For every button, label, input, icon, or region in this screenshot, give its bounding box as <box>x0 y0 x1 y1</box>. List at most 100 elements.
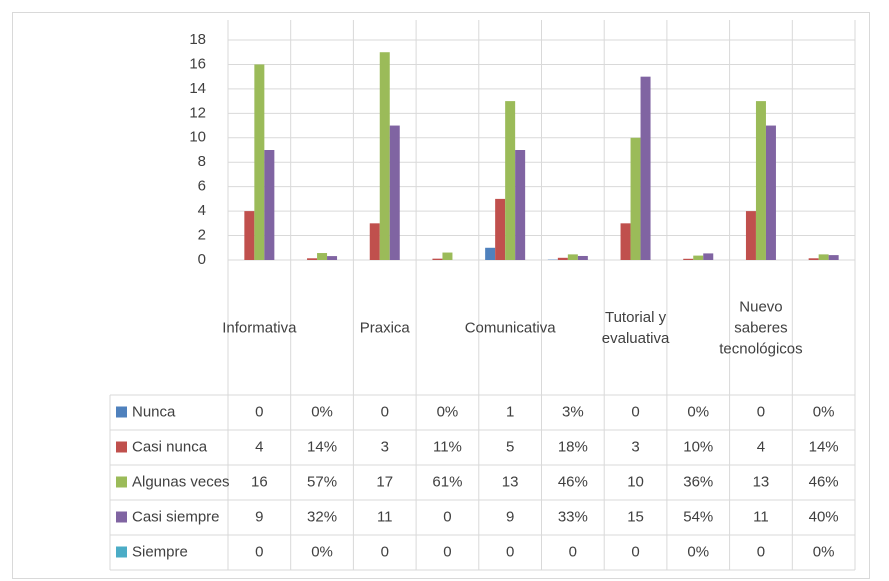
bar <box>640 76 651 261</box>
bar <box>244 211 255 260</box>
bar <box>703 253 714 260</box>
table-cell: 0% <box>687 403 709 420</box>
bar <box>495 198 506 260</box>
table-cell: 0 <box>443 543 451 560</box>
bar <box>693 255 704 260</box>
table-cell: 9 <box>255 508 263 525</box>
legend-key <box>116 476 127 488</box>
table-cell: 0% <box>687 543 709 560</box>
bar <box>828 255 839 260</box>
table-cell: 0% <box>813 543 835 560</box>
table-cell: 11% <box>433 438 462 455</box>
table-cell: 0% <box>311 543 333 560</box>
table-cell: 15 <box>627 508 644 525</box>
bar <box>264 150 275 260</box>
table-cell: 4 <box>255 438 263 455</box>
y-tick-label: 6 <box>198 178 206 195</box>
y-tick-label: 0 <box>198 251 206 268</box>
table-cell: 13 <box>502 473 519 490</box>
table-cell: 61% <box>432 473 462 490</box>
y-tick-label: 16 <box>189 55 206 72</box>
bar <box>379 52 390 260</box>
table-cell: 11 <box>377 508 393 525</box>
table-cell: 0 <box>255 403 263 420</box>
y-tick-label: 4 <box>198 202 206 219</box>
table-cell: 17 <box>376 473 393 490</box>
table-cell: 46% <box>809 473 839 490</box>
category-label: Tutorial y evaluativa <box>602 309 670 347</box>
y-tick-label: 8 <box>198 153 206 170</box>
bar <box>567 254 578 260</box>
table-cell: 0% <box>813 403 835 420</box>
bar <box>327 256 338 260</box>
table-cell: 0 <box>631 403 639 420</box>
legend-label: Algunas veces <box>132 473 230 490</box>
category-label: Informativa <box>222 319 297 336</box>
table-cell: 54% <box>683 508 713 525</box>
bar <box>432 258 443 260</box>
legend-key <box>116 511 127 523</box>
table-cell: 57% <box>307 473 337 490</box>
bar <box>755 101 766 260</box>
bar <box>307 258 318 260</box>
bar <box>630 137 641 260</box>
table-cell: 11 <box>753 508 769 525</box>
table-cell: 0 <box>506 543 514 560</box>
table-cell: 0% <box>437 403 459 420</box>
category-label: Comunicativa <box>465 319 557 336</box>
table-cell: 0 <box>631 543 639 560</box>
bar <box>515 150 526 260</box>
table-cell: 3% <box>562 403 584 420</box>
y-tick-label: 2 <box>198 227 206 244</box>
bar <box>765 125 776 260</box>
legend-key <box>116 441 127 453</box>
table-cell: 13 <box>753 473 770 490</box>
table-cell: 16 <box>251 473 268 490</box>
y-tick-label: 12 <box>189 104 206 121</box>
category-label: Praxica <box>360 319 411 336</box>
table-cell: 3 <box>631 438 639 455</box>
bar <box>485 247 496 260</box>
bar <box>442 252 453 260</box>
bar <box>317 253 328 260</box>
bar <box>254 64 265 260</box>
legend-label: Casi nunca <box>132 438 208 455</box>
table-cell: 4 <box>757 438 765 455</box>
table-cell: 0 <box>381 403 389 420</box>
table-cell: 5 <box>506 438 514 455</box>
table-cell: 14% <box>809 438 839 455</box>
legend-label: Nunca <box>132 403 176 420</box>
table-cell: 0 <box>381 543 389 560</box>
table-cell: 1 <box>506 403 514 420</box>
table-cell: 33% <box>558 508 588 525</box>
bar <box>557 257 568 260</box>
y-tick-label: 14 <box>189 80 206 97</box>
table-cell: 9 <box>506 508 514 525</box>
bar <box>369 223 380 260</box>
table-cell: 0 <box>757 403 765 420</box>
bar <box>620 223 631 260</box>
table-cell: 0 <box>569 543 577 560</box>
table-cell: 36% <box>683 473 713 490</box>
table-cell: 14% <box>307 438 337 455</box>
category-label: Nuevo saberes tecnológicos <box>719 298 802 357</box>
bar <box>745 211 756 260</box>
table-cell: 32% <box>307 508 337 525</box>
bar <box>505 101 516 260</box>
legend-label: Casi siempre <box>132 508 220 525</box>
table-cell: 10% <box>683 438 713 455</box>
y-tick-label: 18 <box>189 31 206 48</box>
table-cell: 0 <box>757 543 765 560</box>
bar <box>577 255 588 260</box>
table-cell: 3 <box>381 438 389 455</box>
table-cell: 0% <box>311 403 333 420</box>
table-cell: 10 <box>627 473 644 490</box>
table-cell: 40% <box>809 508 839 525</box>
chart-frame <box>12 12 870 579</box>
table-cell: 0 <box>255 543 263 560</box>
table-cell: 18% <box>558 438 588 455</box>
bar <box>683 258 694 260</box>
table-cell: 0 <box>443 508 451 525</box>
